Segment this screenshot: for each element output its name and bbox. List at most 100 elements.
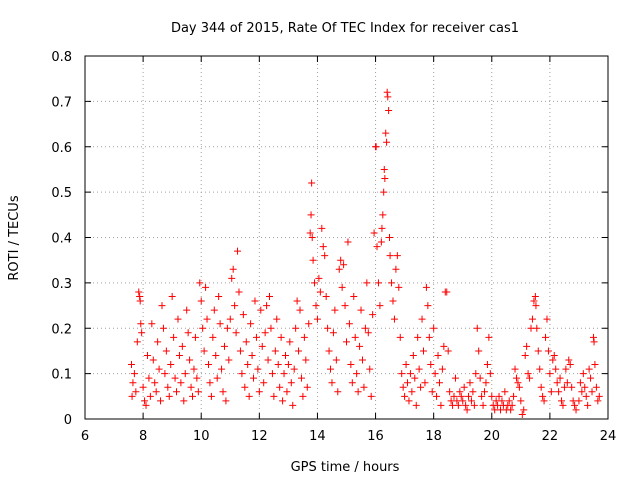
data-point: [532, 302, 540, 310]
data-point: [322, 292, 330, 300]
data-point: [465, 392, 473, 400]
data-point: [252, 333, 260, 341]
data-point: [328, 379, 336, 387]
data-point: [130, 370, 138, 378]
data-point: [129, 379, 137, 387]
data-point: [581, 383, 589, 391]
data-point: [171, 374, 179, 382]
x-tick-label: 10: [193, 429, 210, 444]
data-points: [127, 88, 603, 418]
data-point: [155, 365, 163, 373]
y-tick-label: 0.1: [51, 368, 72, 383]
data-point: [235, 288, 243, 296]
data-point: [383, 138, 391, 146]
data-point: [440, 342, 448, 350]
data-point: [438, 365, 446, 373]
data-point: [446, 388, 454, 396]
x-tick-label: 16: [367, 429, 384, 444]
data-point: [386, 252, 394, 260]
data-point: [364, 329, 372, 337]
data-point: [283, 388, 291, 396]
data-point: [159, 324, 167, 332]
data-point: [158, 302, 166, 310]
data-point: [162, 347, 170, 355]
data-point: [555, 388, 563, 396]
data-point: [460, 383, 468, 391]
data-point: [313, 315, 321, 323]
data-point: [305, 320, 313, 328]
data-point: [515, 383, 523, 391]
data-point: [550, 351, 558, 359]
data-point: [537, 383, 545, 391]
y-tick-label: 0.7: [51, 95, 72, 110]
data-point: [412, 401, 420, 409]
data-point: [261, 329, 269, 337]
data-point: [363, 279, 371, 287]
data-point: [200, 347, 208, 355]
data-point: [143, 351, 151, 359]
data-point: [384, 93, 392, 101]
data-point: [421, 379, 429, 387]
data-point: [181, 370, 189, 378]
data-point: [381, 175, 389, 183]
data-point: [533, 324, 541, 332]
data-point: [286, 338, 294, 346]
data-point: [266, 292, 274, 300]
data-point: [511, 365, 519, 373]
data-point: [338, 283, 346, 291]
data-point: [324, 324, 332, 332]
data-point: [206, 379, 214, 387]
data-point: [334, 388, 342, 396]
data-point: [390, 315, 398, 323]
data-point: [177, 379, 185, 387]
x-axis-title: GPS time / hours: [291, 460, 400, 475]
data-point: [575, 397, 583, 405]
data-point: [425, 333, 433, 341]
data-point: [531, 292, 539, 300]
data-point: [526, 374, 534, 382]
data-point: [295, 347, 303, 355]
data-point: [223, 324, 231, 332]
data-point: [258, 342, 266, 350]
data-point: [396, 333, 404, 341]
data-point: [218, 365, 226, 373]
data-point: [473, 324, 481, 332]
data-point: [544, 347, 552, 355]
y-tick-label: 0.2: [51, 322, 72, 337]
data-point: [485, 333, 493, 341]
data-point: [498, 397, 506, 405]
data-point: [341, 302, 349, 310]
data-point: [139, 383, 147, 391]
data-point: [517, 397, 525, 405]
data-point: [585, 365, 593, 373]
x-tick-label: 8: [139, 429, 147, 444]
data-point: [255, 388, 263, 396]
data-point: [312, 302, 320, 310]
data-point: [590, 338, 598, 346]
data-point: [248, 351, 256, 359]
data-point: [588, 388, 596, 396]
data-point: [424, 302, 432, 310]
data-point: [422, 283, 430, 291]
data-point: [475, 347, 483, 355]
data-point: [478, 392, 486, 400]
data-point: [401, 392, 409, 400]
data-point: [508, 401, 516, 409]
data-point: [151, 379, 159, 387]
data-point: [556, 374, 564, 382]
data-point: [142, 401, 150, 409]
data-point: [343, 338, 350, 346]
data-point: [430, 324, 438, 332]
data-point: [380, 188, 388, 196]
y-tick-label: 0: [64, 413, 72, 428]
x-tick-label: 18: [425, 429, 442, 444]
data-point: [431, 370, 439, 378]
data-point: [168, 292, 176, 300]
data-point: [318, 224, 326, 232]
data-point: [191, 333, 199, 341]
data-point: [327, 365, 335, 373]
data-point: [241, 383, 249, 391]
data-point: [450, 392, 458, 400]
data-point: [444, 347, 452, 355]
